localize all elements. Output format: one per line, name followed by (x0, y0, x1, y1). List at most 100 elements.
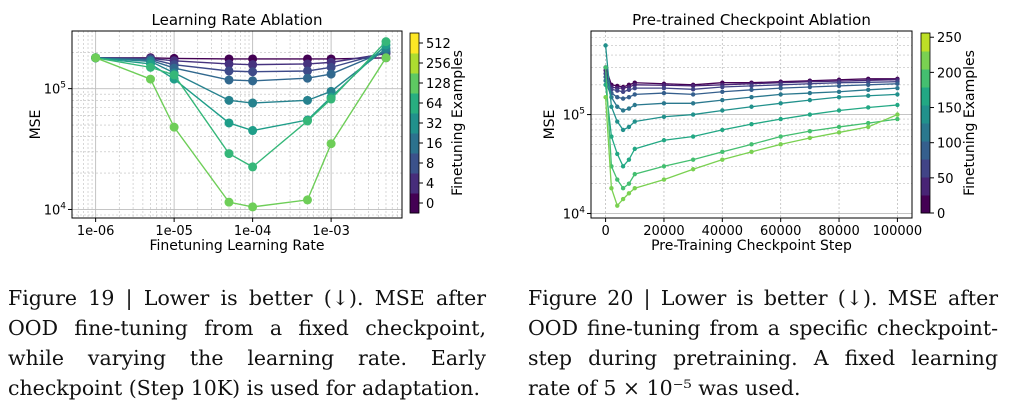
figure-20: 0 20000 40000 60000 80000 100000 104 105 Pre-tra… (512, 0, 1024, 419)
series-line (95, 47, 387, 104)
colorbar-segment (921, 177, 930, 196)
data-point (169, 122, 179, 132)
data-point (720, 127, 725, 133)
y-tick-label: 105 (563, 107, 585, 124)
chart-learning-rate-ablation: 1e-06 1e-05 1e-04 1e-03 104 105 Learning Rate … (28, 11, 466, 254)
data-point (836, 80, 842, 85)
data-point (836, 108, 842, 113)
colorbar-frame (920, 32, 931, 214)
data-point (807, 90, 813, 96)
data-point (895, 112, 900, 117)
data-point (749, 87, 754, 93)
data-point (778, 92, 783, 97)
data-point (895, 81, 900, 86)
x-tick-label: 1e-03 (312, 224, 350, 239)
data-point (661, 177, 667, 182)
colorbar-segment (410, 153, 419, 174)
data-point (749, 83, 754, 89)
x-tick-label: 1e-06 (77, 224, 115, 239)
data-point (615, 177, 620, 182)
plot-frame (590, 30, 913, 219)
data-point (248, 67, 258, 77)
data-point (778, 82, 783, 88)
series-7 (603, 65, 900, 191)
data-point (626, 157, 632, 162)
x-tick-label: 1e-05 (155, 224, 193, 239)
series-8 (603, 94, 900, 208)
colorbar-segment (921, 195, 930, 214)
data-point (807, 128, 813, 134)
data-point (866, 93, 871, 98)
data-point (620, 196, 626, 202)
chart-pretrained-checkpoint-ablation: 0 20000 40000 60000 80000 100000 104 105 Pre-tra… (542, 11, 978, 254)
data-point (720, 97, 725, 103)
data-point (224, 75, 234, 85)
data-point (720, 149, 725, 155)
colorbar-segment (410, 133, 419, 154)
x-tick-label: 0 (601, 224, 609, 239)
data-point (632, 85, 637, 91)
chart-title: Pre-trained Checkpoint Ablation (632, 11, 871, 29)
data-point (615, 119, 620, 124)
data-point (620, 186, 626, 191)
data-point (626, 87, 632, 93)
data-point (661, 138, 667, 143)
data-point (224, 197, 234, 207)
data-point (895, 102, 900, 108)
colorbar-segment (921, 141, 930, 160)
data-point (807, 97, 813, 103)
data-point (661, 101, 667, 106)
colorbar-segment (921, 69, 930, 88)
data-point (248, 162, 258, 172)
figure-19: 1e-06 1e-05 1e-04 1e-03 104 105 Learning Rate … (8, 11, 486, 400)
data-point (661, 90, 667, 96)
colorbar-tick-label: 16 (426, 137, 443, 152)
y-axis-label: MSE (542, 110, 558, 140)
colorbar-segment (921, 105, 930, 124)
colorbar-tick-label: 100 (937, 137, 962, 152)
colorbar-segment (410, 33, 419, 54)
data-point (632, 146, 637, 152)
data-point (749, 121, 754, 127)
data-point (836, 83, 842, 89)
colorbar-segment (921, 159, 930, 178)
data-point (620, 96, 626, 101)
data-point (866, 87, 871, 93)
data-point (224, 95, 234, 105)
figure-20-caption: Figure 20 | Lower is better (↓). MSE aft… (528, 286, 998, 400)
data-point (778, 101, 783, 106)
x-axis-label: Finetuning Learning Rate (149, 238, 324, 254)
data-point (615, 203, 620, 208)
data-point (807, 112, 813, 117)
colorbar-tick-label: 256 (426, 57, 451, 72)
data-point (620, 108, 626, 113)
data-point (720, 157, 725, 162)
data-point (620, 89, 626, 94)
x-tick-label: 40000 (702, 224, 743, 239)
colorbar-tick-label: 64 (426, 97, 443, 112)
data-point (169, 70, 179, 80)
data-point (603, 65, 608, 70)
data-point (836, 124, 842, 130)
data-point (626, 181, 632, 186)
series-line (95, 57, 387, 208)
data-point (720, 108, 725, 113)
x-tick-label: 80000 (818, 224, 859, 239)
data-point (224, 59, 234, 69)
series-7 (91, 53, 391, 212)
data-point (626, 94, 632, 100)
data-point (326, 139, 336, 149)
figure-19-caption: Figure 19 | Lower is better (↓). MSE aft… (8, 286, 486, 400)
data-point (603, 78, 608, 83)
series-3 (603, 74, 900, 101)
data-point (302, 95, 312, 105)
data-point (302, 66, 312, 76)
data-point (224, 66, 234, 76)
x-tick-label: 20000 (643, 224, 684, 239)
colorbar-segment (921, 123, 930, 142)
colorbar-tick-label: 0 (426, 197, 434, 212)
data-point (690, 167, 696, 172)
data-point (381, 53, 391, 63)
colorbar-tick-label: 0 (937, 207, 945, 222)
